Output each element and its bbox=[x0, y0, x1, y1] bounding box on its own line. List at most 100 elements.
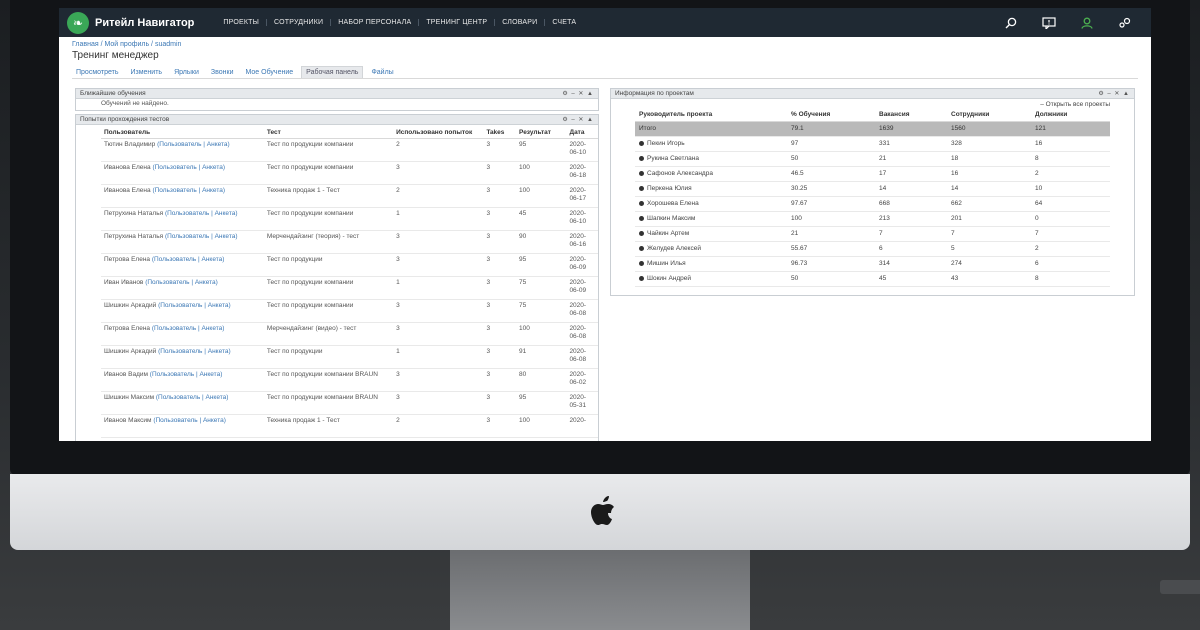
used-attempts: 3 bbox=[393, 161, 484, 185]
test-link[interactable]: Тест по продукции компании bbox=[263, 161, 394, 185]
column-header[interactable]: Пользователь bbox=[101, 127, 264, 139]
table-row[interactable]: Шокин Андрей 50 45 43 8 bbox=[635, 271, 1110, 287]
test-link[interactable]: Тест по продукции компании bbox=[263, 276, 394, 300]
column-header[interactable]: Результат bbox=[516, 127, 567, 139]
settings-icon[interactable] bbox=[1117, 15, 1133, 31]
column-header[interactable]: Сотрудники bbox=[947, 108, 1031, 122]
user-links[interactable]: (Пользователь | Анкета) bbox=[158, 302, 231, 309]
table-row[interactable]: Мишин Илья 96.73 314 274 6 bbox=[635, 256, 1110, 272]
menu-item-training-center[interactable]: ТРЕНИНГ ЦЕНТР bbox=[419, 19, 496, 26]
panel-controls[interactable]: ⚙ – ✕ ▲ bbox=[562, 117, 594, 123]
expand-bullet-icon[interactable] bbox=[639, 170, 644, 176]
expand-bullet-icon[interactable] bbox=[639, 140, 644, 146]
menu-item-invoices[interactable]: СЧЕТА bbox=[552, 19, 577, 26]
user-name: Иванова Елена bbox=[104, 164, 151, 171]
table-row[interactable]: Рукина Светлана 50 21 18 8 bbox=[635, 151, 1110, 167]
test-link[interactable]: Тест по продукции компании bbox=[263, 299, 394, 323]
test-link[interactable]: Мерчендайзинг (теория) - тест bbox=[263, 230, 394, 254]
tab-edit[interactable]: Изменить bbox=[130, 69, 163, 76]
panel-controls[interactable]: ⚙ – ✕ ▲ bbox=[562, 91, 594, 97]
menu-item-employees[interactable]: СОТРУДНИКИ bbox=[267, 19, 332, 26]
user-links[interactable]: (Пользователь | Анкета) bbox=[145, 279, 218, 286]
result: 90 bbox=[516, 230, 567, 254]
open-all-projects-link[interactable]: – Открыть все проекты bbox=[1040, 101, 1110, 108]
manager-cell[interactable]: Рукина Светлана bbox=[635, 151, 787, 167]
manager-cell[interactable]: Чайкин Артем bbox=[635, 226, 787, 242]
apple-logo-icon bbox=[591, 496, 614, 525]
manager-cell[interactable]: Шапкин Максим bbox=[635, 211, 787, 227]
test-link[interactable]: Тест по продукции bbox=[263, 253, 394, 277]
test-link[interactable]: Тест по продукции компании bbox=[263, 207, 394, 231]
test-link[interactable]: Тест по продукции компании BRAUN bbox=[263, 368, 394, 392]
manager-cell[interactable]: Пекин Игорь bbox=[635, 136, 787, 152]
tab-files[interactable]: Файлы bbox=[371, 69, 394, 76]
user-links[interactable]: (Пользователь | Анкета) bbox=[151, 325, 225, 332]
user-links[interactable]: (Пользователь | Анкета) bbox=[158, 348, 231, 355]
tab-my-training[interactable]: Мое Обучение bbox=[245, 69, 294, 76]
expand-bullet-icon[interactable] bbox=[639, 185, 644, 191]
table-row[interactable]: Хорошева Елена 97.67 668 662 64 bbox=[635, 196, 1110, 212]
expand-bullet-icon[interactable] bbox=[639, 215, 644, 221]
table-row[interactable]: Шапкин Максим 100 213 201 0 bbox=[635, 211, 1110, 227]
user-links[interactable]: (Пользователь | Анкета) bbox=[152, 164, 226, 171]
user-links[interactable]: (Пользователь | Анкета) bbox=[164, 233, 238, 240]
user-icon[interactable] bbox=[1079, 15, 1095, 31]
column-header[interactable]: Использовано попыток bbox=[393, 127, 484, 139]
test-link[interactable]: Техника продаж 1 - Тест bbox=[263, 184, 394, 208]
manager-cell[interactable]: Хорошева Елена bbox=[635, 196, 787, 212]
table-row[interactable]: Перкена Юлия 30.25 14 14 10 bbox=[635, 181, 1110, 197]
column-header[interactable]: Должники bbox=[1031, 108, 1110, 122]
test-link[interactable]: Тест по продукции bbox=[263, 345, 394, 369]
tab-shortcuts[interactable]: Ярлыки bbox=[174, 69, 199, 76]
panel-controls[interactable]: ⚙ – ✕ ▲ bbox=[1098, 91, 1130, 97]
test-link[interactable]: Техника продаж 1 - Тест bbox=[263, 414, 394, 438]
manager-cell[interactable]: Шокин Андрей bbox=[635, 271, 787, 287]
column-header[interactable]: % Обучения bbox=[787, 108, 875, 122]
date: 2020-06-10 bbox=[566, 138, 598, 162]
expand-bullet-icon[interactable] bbox=[639, 230, 644, 236]
column-header[interactable]: Тест bbox=[263, 127, 394, 139]
expand-bullet-icon[interactable] bbox=[639, 155, 644, 161]
app-logo[interactable]: ❧ Ритейл Навигатор bbox=[67, 11, 194, 34]
expand-bullet-icon[interactable] bbox=[639, 275, 644, 281]
menu-item-recruitment[interactable]: НАБОР ПЕРСОНАЛА bbox=[331, 19, 420, 26]
expand-bullet-icon[interactable] bbox=[639, 245, 644, 251]
test-link[interactable]: Тест по продукции компании bbox=[263, 138, 394, 162]
column-header[interactable]: Дата bbox=[566, 127, 598, 139]
chat-icon[interactable] bbox=[1041, 15, 1057, 31]
user-links[interactable]: (Пользователь | Анкета) bbox=[151, 256, 225, 263]
search-icon[interactable] bbox=[1003, 15, 1019, 31]
expand-bullet-icon[interactable] bbox=[639, 200, 644, 206]
vacancy: 7 bbox=[875, 226, 947, 242]
table-row[interactable]: Желудев Алексей 55.67 6 5 2 bbox=[635, 241, 1110, 257]
user-name: Шишкин Аркадий bbox=[104, 348, 157, 355]
menu-item-dictionaries[interactable]: СЛОВАРИ bbox=[495, 19, 546, 26]
tab-view[interactable]: Просмотреть bbox=[76, 69, 119, 76]
manager-cell[interactable]: Перкена Юлия bbox=[635, 181, 787, 197]
user-links[interactable]: (Пользователь | Анкета) bbox=[152, 187, 226, 194]
column-header[interactable]: Руководитель проекта bbox=[635, 108, 787, 122]
table-row[interactable]: Чайкин Артем 21 7 7 7 bbox=[635, 226, 1110, 242]
breadcrumb[interactable]: Главная / Мой профиль / suadmin bbox=[72, 41, 182, 48]
column-header[interactable]: Вакансия bbox=[875, 108, 947, 122]
manager-cell[interactable]: Сафонов Александра bbox=[635, 166, 787, 182]
user-links[interactable]: (Пользователь | Анкета) bbox=[149, 371, 223, 378]
upcoming-trainings-panel: Ближайшие обучения ⚙ – ✕ ▲ Обучений не н… bbox=[75, 88, 599, 111]
user-links[interactable]: (Пользователь | Анкета) bbox=[164, 210, 238, 217]
menu-item-projects[interactable]: ПРОЕКТЫ bbox=[216, 19, 268, 26]
user-links[interactable]: (Пользователь | Анкета) bbox=[153, 417, 226, 424]
table-row: Иванов Максим (Пользователь | Анкета) Тех… bbox=[101, 414, 598, 438]
user-links[interactable]: (Пользователь | Анкета) bbox=[157, 141, 230, 148]
debtors: 8 bbox=[1031, 271, 1110, 287]
test-link[interactable]: Тест по продукции компании BRAUN bbox=[263, 391, 394, 415]
test-link[interactable]: Мерчендайзинг (видео) - тест bbox=[263, 322, 394, 346]
table-row[interactable]: Сафонов Александра 46.5 17 16 2 bbox=[635, 166, 1110, 182]
manager-cell[interactable]: Мишин Илья bbox=[635, 256, 787, 272]
expand-bullet-icon[interactable] bbox=[639, 260, 644, 266]
manager-cell[interactable]: Желудев Алексей bbox=[635, 241, 787, 257]
tab-dashboard[interactable]: Рабочая панель bbox=[301, 66, 364, 78]
table-row[interactable]: Пекин Игорь 97 331 328 16 bbox=[635, 136, 1110, 152]
tab-calls[interactable]: Звонки bbox=[210, 69, 234, 76]
user-links[interactable]: (Пользователь | Анкета) bbox=[155, 394, 229, 401]
column-header[interactable]: Takes bbox=[483, 127, 517, 139]
